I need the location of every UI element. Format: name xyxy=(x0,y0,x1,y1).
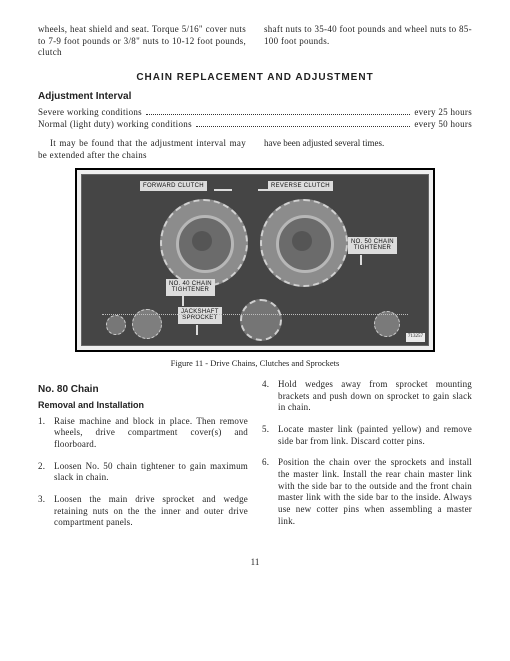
figure-caption: Figure 11 - Drive Chains, Clutches and S… xyxy=(38,358,472,369)
step-num: 5. xyxy=(262,424,269,436)
reverse-gear-icon xyxy=(260,199,348,287)
severe-lead: Severe working conditions xyxy=(38,107,142,119)
interval-right: have been adjusted several times. xyxy=(264,138,472,161)
step-num: 6. xyxy=(262,457,269,469)
step-text: Locate master link (painted yellow) and … xyxy=(278,424,472,446)
adjustment-interval-head: Adjustment Interval xyxy=(38,90,472,103)
step-text: Loosen the main drive sprocket and wedge… xyxy=(54,494,248,527)
dots xyxy=(196,126,410,127)
figure-image: FORWARD CLUTCH REVERSE CLUTCH NO. 50 CHA… xyxy=(81,174,429,346)
no80-head: No. 80 Chain xyxy=(38,383,248,396)
arrow xyxy=(360,255,362,265)
severe-line: Severe working conditions every 25 hours xyxy=(38,107,472,119)
lower-right-column: 4. Hold wedges away from sprocket mountin… xyxy=(262,377,472,539)
list-item: 3. Loosen the main drive sprocket and wed… xyxy=(38,494,248,529)
list-item: 6. Position the chain over the sprockets … xyxy=(262,457,472,527)
dots xyxy=(146,114,410,115)
step-num: 3. xyxy=(38,494,45,506)
label-no50-tightener: NO. 50 CHAIN TIGHTENER xyxy=(348,237,397,254)
step-text: Position the chain over the sprockets an… xyxy=(278,457,472,525)
list-item: 4. Hold wedges away from sprocket mountin… xyxy=(262,379,472,414)
step-text: Raise machine and block in place. Then r… xyxy=(54,416,248,449)
label-jackshaft: JACKSHAFT SPROCKET xyxy=(178,307,222,324)
list-item: 2. Loosen No. 50 chain tightener to gain … xyxy=(38,461,248,484)
removal-head: Removal and Installation xyxy=(38,400,248,412)
interval-note-row: It may be found that the adjustment inte… xyxy=(38,138,472,161)
arrow xyxy=(196,325,198,335)
sprocket-icon xyxy=(106,315,126,335)
lower-columns: No. 80 Chain Removal and Installation 1.… xyxy=(38,377,472,539)
label-reverse-clutch: REVERSE CLUTCH xyxy=(268,181,333,192)
top-right-paragraph: shaft nuts to 35-40 foot pounds and whee… xyxy=(264,24,472,59)
step-num: 2. xyxy=(38,461,45,473)
right-steps-list: 4. Hold wedges away from sprocket mountin… xyxy=(262,379,472,528)
figure-11: FORWARD CLUTCH REVERSE CLUTCH NO. 50 CHA… xyxy=(75,168,435,352)
figure-frame-outer: FORWARD CLUTCH REVERSE CLUTCH NO. 50 CHA… xyxy=(75,168,435,352)
chain-line xyxy=(102,314,408,315)
severe-tail: every 25 hours xyxy=(414,107,472,119)
list-item: 5. Locate master link (painted yellow) an… xyxy=(262,424,472,447)
normal-tail: every 50 hours xyxy=(414,119,472,131)
label-no40-tightener: NO. 40 CHAIN TIGHTENER xyxy=(166,279,215,296)
arrow xyxy=(258,189,268,191)
arrow xyxy=(214,189,232,191)
interval-left: It may be found that the adjustment inte… xyxy=(38,138,246,161)
lower-left-column: No. 80 Chain Removal and Installation 1.… xyxy=(38,377,248,539)
step-text: Loosen No. 50 chain tightener to gain ma… xyxy=(54,461,248,483)
arrow xyxy=(182,296,184,306)
top-paragraph-row: wheels, heat shield and seat. Torque 5/1… xyxy=(38,24,472,59)
step-num: 1. xyxy=(38,416,45,428)
label-forward-clutch: FORWARD CLUTCH xyxy=(140,181,207,192)
sprocket-icon xyxy=(240,299,282,341)
top-left-paragraph: wheels, heat shield and seat. Torque 5/1… xyxy=(38,24,246,59)
step-num: 4. xyxy=(262,379,269,391)
page-number: 11 xyxy=(38,557,472,569)
step-text: Hold wedges away from sprocket mounting … xyxy=(278,379,472,412)
list-item: 1. Raise machine and block in place. Then… xyxy=(38,416,248,451)
normal-lead: Normal (light duty) working conditions xyxy=(38,119,192,131)
plate-code: 713257 xyxy=(406,333,425,342)
normal-line: Normal (light duty) working conditions e… xyxy=(38,119,472,131)
page: wheels, heat shield and seat. Torque 5/1… xyxy=(0,0,510,661)
left-steps-list: 1. Raise machine and block in place. Then… xyxy=(38,416,248,530)
forward-gear-icon xyxy=(160,199,248,287)
section-title: CHAIN REPLACEMENT AND ADJUSTMENT xyxy=(38,71,472,84)
